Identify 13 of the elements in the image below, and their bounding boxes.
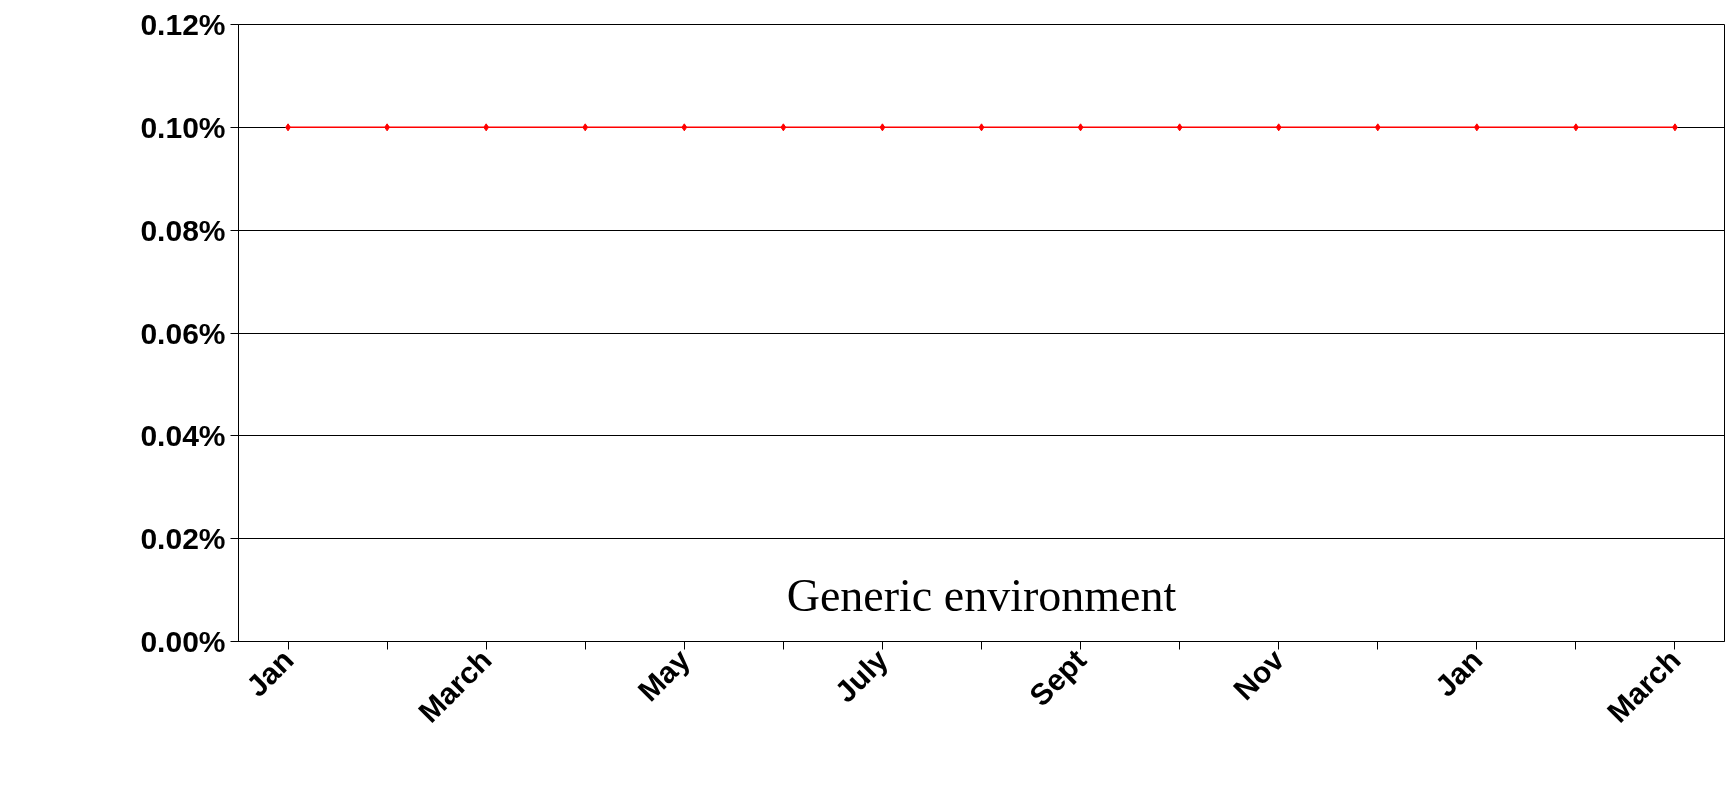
y-tick-label: 0.08% (140, 213, 226, 247)
y-tick-label: 0.10% (140, 110, 226, 144)
y-tick-label: 0.04% (140, 419, 226, 453)
x-tick-label: Nov (1226, 642, 1291, 707)
y-tick-label: 0.00% (140, 625, 226, 658)
x-tick-label: Jan (1428, 642, 1489, 703)
x-tick-label: Jan (239, 642, 300, 703)
y-tick-label: 0.12% (140, 8, 226, 41)
x-tick-label: May (631, 642, 697, 708)
y-tick-label: 0.06% (140, 316, 226, 350)
y-tick-label: 0.02% (140, 522, 226, 556)
x-tick-label: July (828, 642, 895, 709)
annotation: Generic environment (786, 569, 1177, 621)
